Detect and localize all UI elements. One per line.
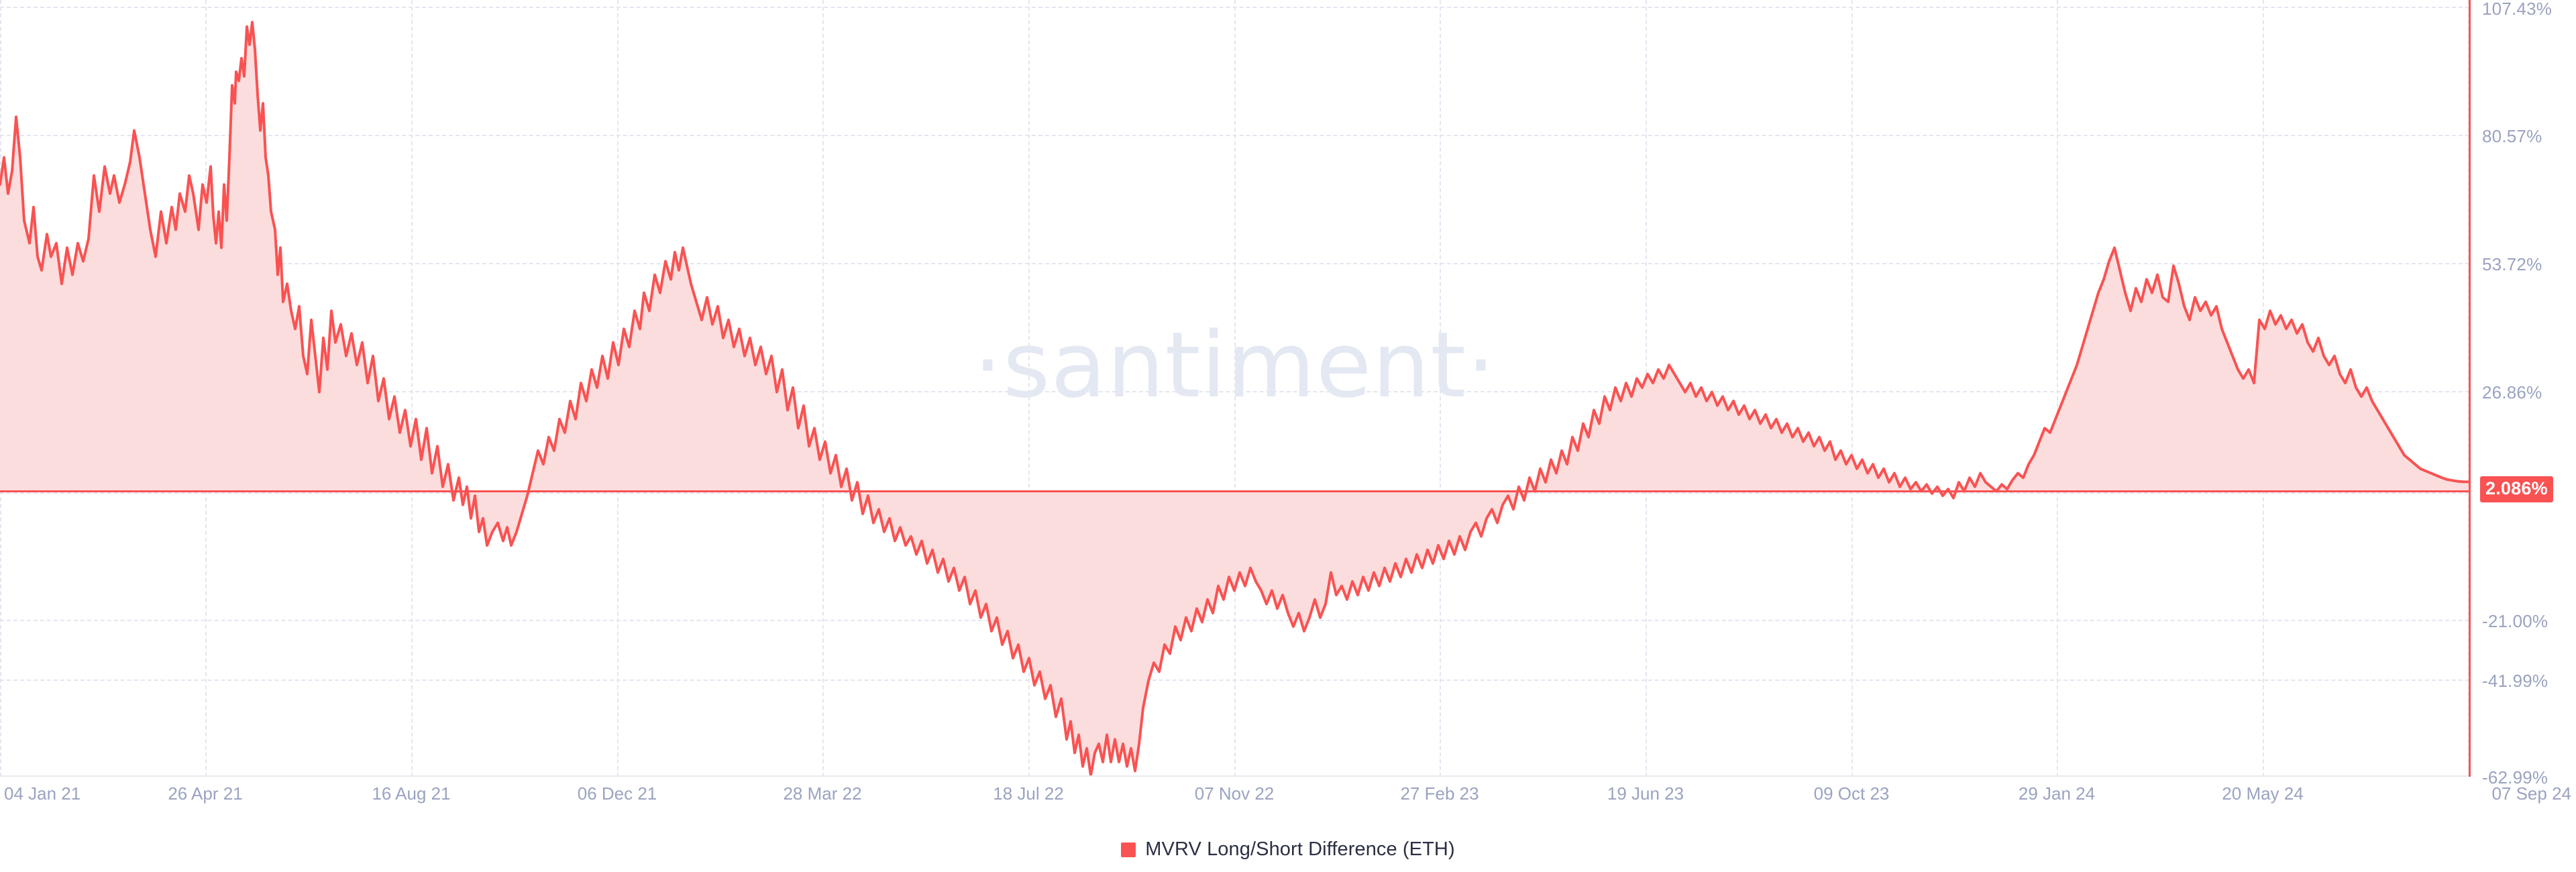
y-axis-tick-label: 26.86%	[2482, 382, 2542, 402]
x-axis-tick-label: 09 Oct 23	[1813, 783, 1890, 804]
x-axis-tick-label: 26 Apr 21	[168, 783, 243, 804]
y-axis-tick-label: -21.00%	[2482, 611, 2548, 631]
x-axis-tick-label: 19 Jun 23	[1607, 783, 1684, 804]
plot-area: ·santiment·	[0, 0, 2469, 777]
y-axis-tick-label: 80.57%	[2482, 126, 2542, 146]
series-area	[0, 22, 2469, 776]
chart-legend: MVRV Long/Short Difference (ETH)	[0, 840, 2576, 859]
series-line	[0, 22, 2469, 775]
x-axis-tick-label: 27 Feb 23	[1400, 783, 1479, 804]
gridline-vertical	[822, 0, 824, 777]
gridline-vertical	[1440, 0, 1441, 777]
series-mvrv-long-short-difference	[0, 0, 2469, 777]
gridline-vertical	[1234, 0, 1236, 777]
x-axis-tick-label: 29 Jan 24	[2018, 783, 2096, 804]
x-axis-tick-label: 07 Sep 24	[2491, 783, 2571, 804]
gridline-vertical	[1851, 0, 1853, 777]
x-axis-tick-label: 28 Mar 22	[783, 783, 862, 804]
x-axis-tick-label: 04 Jan 21	[4, 783, 81, 804]
y-axis-line	[2469, 0, 2471, 777]
y-axis-tick-label: 53.72%	[2482, 254, 2542, 274]
gridline-vertical	[1028, 0, 1030, 777]
y-axis-tick-label: -41.99%	[2482, 671, 2548, 691]
gridline-vertical	[411, 0, 413, 777]
x-axis-line	[0, 775, 2469, 777]
legend-square-icon	[1121, 842, 1136, 857]
zero-reference-line	[0, 490, 2469, 493]
x-axis-tick-label: 18 Jul 22	[993, 783, 1064, 804]
x-axis-tick-label: 16 Aug 21	[372, 783, 451, 804]
x-axis-tick-label: 20 May 24	[2222, 783, 2304, 804]
y-axis-tick-label: -62.99%	[2482, 767, 2548, 787]
x-axis-tick-label: 06 Dec 21	[577, 783, 657, 804]
y-axis-tick-label: 107.43%	[2482, 0, 2553, 19]
current-value-badge: 2.086%	[2480, 476, 2553, 502]
legend-item-label[interactable]: MVRV Long/Short Difference (ETH)	[1145, 838, 1455, 860]
x-axis-tick-label: 07 Nov 22	[1194, 783, 1275, 804]
gridline-vertical	[2057, 0, 2058, 777]
